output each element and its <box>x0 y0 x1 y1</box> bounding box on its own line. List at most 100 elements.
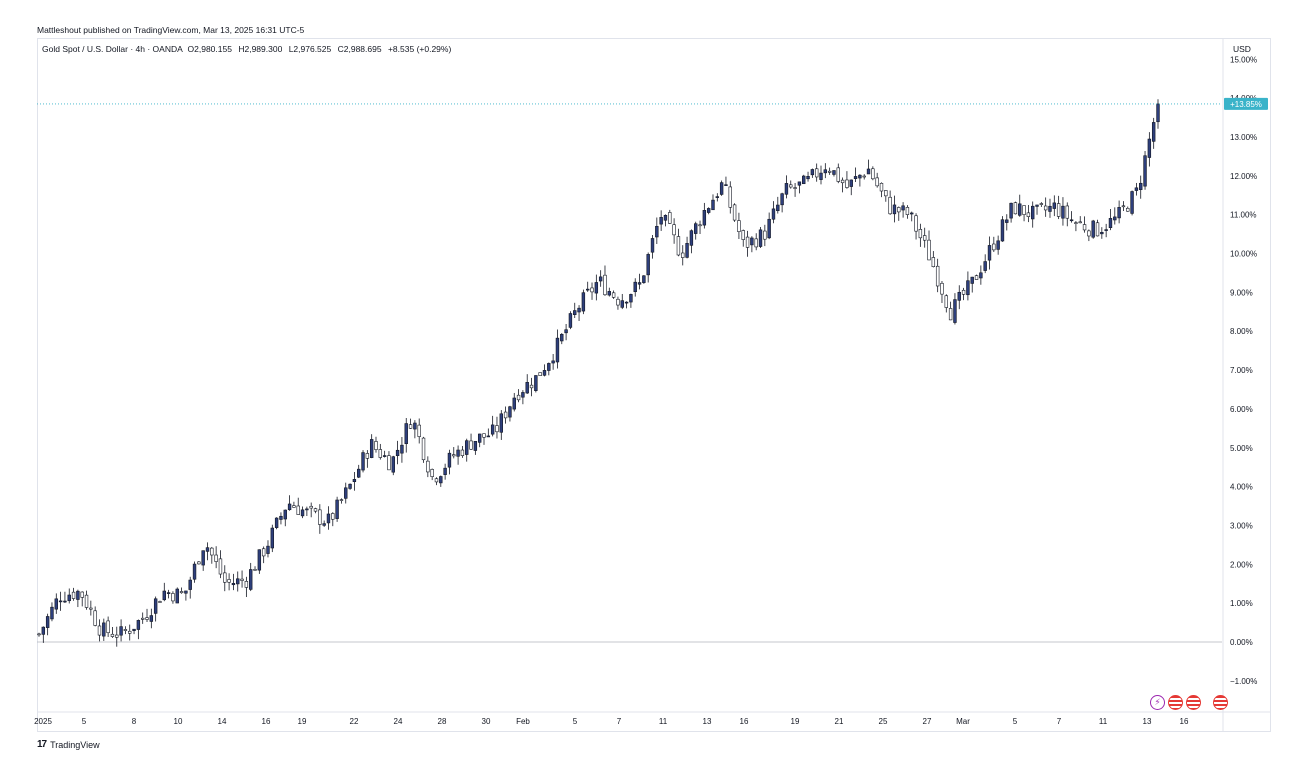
x-tick-label: 30 <box>482 717 491 726</box>
currency-label[interactable]: USD <box>1233 44 1251 54</box>
candle-up <box>1134 187 1139 191</box>
x-tick-label: 19 <box>298 717 307 726</box>
candle-down <box>879 182 884 192</box>
candle-up <box>266 545 270 554</box>
candle-up <box>369 439 374 458</box>
candle-down <box>737 220 741 232</box>
candle-down <box>179 591 184 594</box>
us-flag-icon[interactable] <box>1168 695 1183 710</box>
candle-down <box>110 633 115 637</box>
open-label: O <box>187 44 195 54</box>
candle-up <box>581 292 586 312</box>
candle-up <box>849 179 853 187</box>
candle-down <box>214 554 218 562</box>
candle-up <box>534 375 538 391</box>
x-tick-label: 5 <box>573 717 578 726</box>
candle-up <box>447 452 452 468</box>
us-flag-icon[interactable] <box>1213 695 1228 710</box>
us-flag-icon[interactable] <box>1186 695 1201 710</box>
candle-up <box>633 281 637 293</box>
candle-up <box>486 435 491 438</box>
candle-up <box>348 483 352 489</box>
x-tick-label: 5 <box>1013 717 1018 726</box>
candle-down <box>97 625 102 636</box>
y-tick-label: 7.00% <box>1230 366 1253 375</box>
candle-up <box>162 590 166 601</box>
candle-down <box>460 449 465 456</box>
candle-down <box>430 469 434 477</box>
candle-up <box>568 313 573 328</box>
candle-up <box>184 590 188 594</box>
x-tick-label: 28 <box>438 717 447 726</box>
candle-up <box>395 449 400 457</box>
change-value: +8.535 (+0.29%) <box>387 44 452 54</box>
candle-up <box>382 455 387 457</box>
y-tick-label: 6.00% <box>1230 405 1253 414</box>
candle-up <box>866 168 871 175</box>
candle-down <box>408 424 413 429</box>
candle-up <box>966 280 970 296</box>
candle-up <box>45 616 50 628</box>
symbol-legend: Gold Spot / U.S. Dollar · 4h · OANDA O2,… <box>42 44 451 54</box>
candle-down <box>672 224 676 236</box>
close-label: C <box>337 44 344 54</box>
y-tick-label: 4.00% <box>1230 483 1253 492</box>
candle-up <box>58 600 63 603</box>
lightning-icon[interactable]: ⚡ <box>1150 695 1165 710</box>
candle-down <box>84 594 89 608</box>
candle-up <box>1052 202 1057 209</box>
candle-down <box>1056 203 1061 217</box>
candle-up <box>149 615 154 622</box>
candle-up <box>456 449 460 457</box>
candle-down <box>296 505 300 515</box>
y-tick-label: 13.00% <box>1230 133 1257 142</box>
candle-up <box>1069 219 1074 222</box>
y-tick-label: −1.00% <box>1230 677 1257 686</box>
candle-up <box>335 499 339 519</box>
y-tick-label: 8.00% <box>1230 327 1253 336</box>
publisher-attribution: Mattleshout published on TradingView.com… <box>37 25 305 35</box>
candle-down <box>313 508 318 512</box>
candle-up <box>711 199 715 211</box>
x-tick-label: 7 <box>617 717 622 726</box>
candle-down <box>732 204 737 221</box>
candle-down <box>1121 205 1126 208</box>
last-price-tag <box>1224 97 1268 110</box>
candle-up <box>477 433 482 443</box>
candle-down <box>862 175 866 178</box>
candle-up <box>659 217 663 225</box>
candle-up <box>443 467 447 475</box>
candle-up <box>715 196 720 198</box>
candle-down <box>331 513 335 520</box>
candle-down <box>1043 205 1048 211</box>
candle-up <box>439 476 443 484</box>
y-tick-label: 11.00% <box>1230 211 1257 220</box>
candle-up <box>274 517 279 528</box>
candle-down <box>1095 222 1100 237</box>
x-tick-label: 10 <box>174 717 183 726</box>
candle-down <box>974 275 979 280</box>
candle-down <box>128 630 132 634</box>
candle-down <box>875 177 879 187</box>
candle-down <box>754 238 758 248</box>
candle-up <box>542 370 547 376</box>
candle-up <box>499 413 503 433</box>
candle-up <box>361 452 365 471</box>
y-tick-label: 5.00% <box>1230 444 1253 453</box>
candle-down <box>888 196 892 215</box>
candle-up <box>858 174 862 179</box>
candle-down <box>218 558 223 575</box>
candle-up <box>50 606 54 620</box>
candle-up <box>607 291 612 296</box>
x-tick-label: 16 <box>1180 717 1189 726</box>
candle-down <box>1087 230 1091 237</box>
candle-down <box>940 282 944 295</box>
x-tick-label: 25 <box>879 717 888 726</box>
candle-down <box>80 591 84 598</box>
candle-down <box>210 547 214 556</box>
candle-down <box>123 629 128 631</box>
tradingview-brand[interactable]: 17 TradingView <box>37 739 100 750</box>
candle-up <box>694 223 698 234</box>
symbol-title: Gold Spot / U.S. Dollar · 4h · OANDA <box>42 44 183 54</box>
